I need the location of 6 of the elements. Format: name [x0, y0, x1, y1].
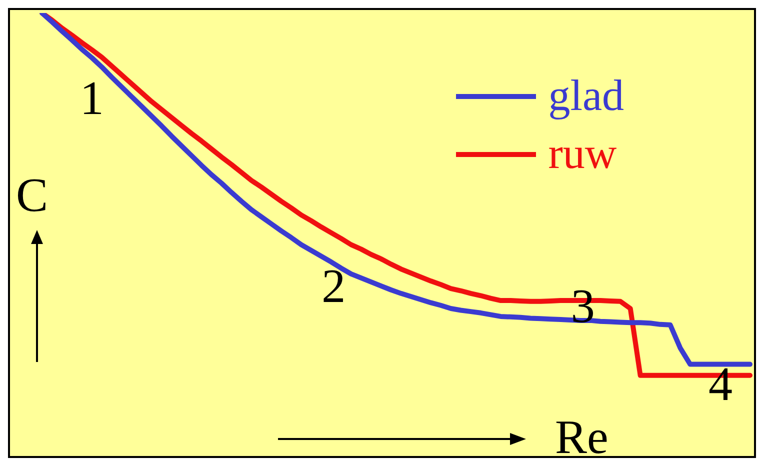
- annotation: 1: [80, 72, 104, 126]
- x-axis-title: Re: [555, 411, 608, 458]
- legend-label: glad: [548, 70, 624, 122]
- y-axis-title: C: [16, 169, 48, 222]
- annotation: 2: [322, 260, 346, 313]
- legend-label: ruw: [548, 128, 617, 180]
